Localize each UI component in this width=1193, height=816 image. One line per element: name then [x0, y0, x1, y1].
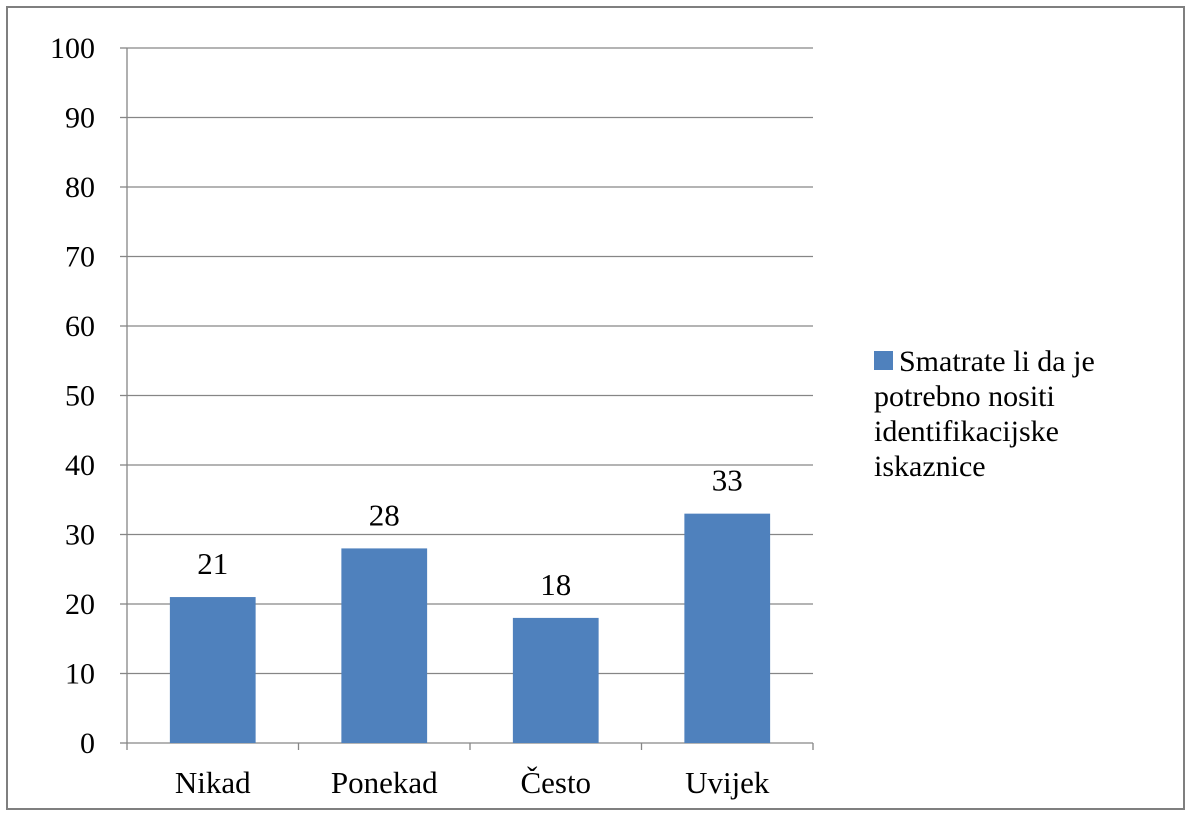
data-label: 33 [712, 463, 743, 498]
data-label: 21 [197, 546, 228, 581]
x-category-label: Često [520, 765, 591, 800]
y-tick-label: 80 [65, 171, 95, 204]
bar [341, 548, 428, 743]
y-tick-label: 100 [50, 32, 95, 65]
legend-swatch [874, 351, 893, 370]
y-tick-label: 50 [65, 380, 95, 413]
y-tick-label: 20 [65, 588, 95, 621]
legend: Smatrate li da je potrebno nositi identi… [874, 344, 1174, 484]
x-category-label: Nikad [175, 765, 251, 800]
legend-label: Smatrate li da je potrebno nositi identi… [874, 345, 1095, 483]
bar [169, 597, 256, 743]
data-label: 28 [369, 497, 400, 532]
y-tick-label: 90 [65, 102, 95, 135]
y-tick-label: 40 [65, 449, 95, 482]
data-label: 18 [540, 567, 571, 602]
y-tick-label: 70 [65, 241, 95, 274]
x-category-label: Uvijek [685, 765, 770, 800]
y-tick-label: 60 [65, 310, 95, 343]
y-tick-label: 0 [80, 727, 95, 760]
bar [512, 617, 599, 743]
x-category-label: Ponekad [331, 765, 438, 800]
bar [684, 513, 771, 743]
y-tick-label: 30 [65, 519, 95, 552]
y-tick-label: 10 [65, 658, 95, 691]
